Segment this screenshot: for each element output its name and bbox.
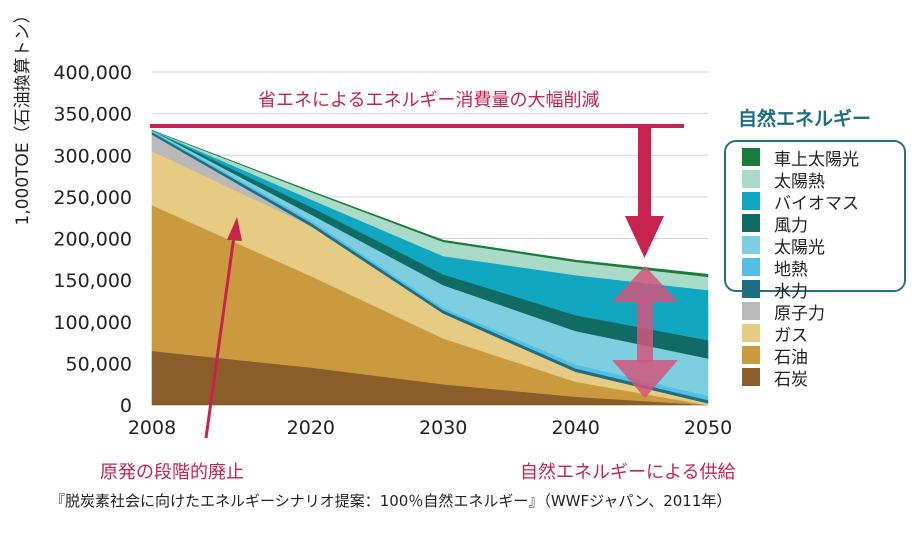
- y-axis-label: 1,000TOE（石油換算トン）: [13, 6, 33, 226]
- legend-swatch: [742, 280, 760, 298]
- legend-item: 車上太陽光: [742, 146, 859, 170]
- legend-item: バイオマス: [742, 190, 859, 214]
- legend-label: 石炭: [774, 369, 808, 390]
- legend-item: 石油: [742, 344, 859, 368]
- legend-swatch: [742, 258, 760, 276]
- legend-title: 自然エネルギー: [738, 108, 872, 130]
- legend-swatch: [742, 368, 760, 386]
- x-axis-ticks: 2008 2020 2030 2040 2050: [128, 417, 732, 439]
- y-tick-label: 150,000: [53, 270, 132, 292]
- y-tick-label: 250,000: [53, 187, 132, 209]
- legend-item: 太陽光: [742, 234, 859, 258]
- legend-label: 太陽光: [774, 237, 825, 258]
- legend-label: ガス: [774, 325, 808, 346]
- legend-swatch: [742, 302, 760, 320]
- supply-arrow-head-up: [612, 266, 678, 302]
- x-tick-label: 2030: [419, 417, 467, 439]
- x-tick-label: 2040: [551, 417, 599, 439]
- legend-swatch: [742, 236, 760, 254]
- legend-swatch: [742, 192, 760, 210]
- legend-item: 地熱: [742, 256, 859, 280]
- legend-item: 水力: [742, 278, 859, 302]
- legend-item: 太陽熱: [742, 168, 859, 192]
- x-tick-label: 2050: [684, 417, 732, 439]
- legend-label: 地熱: [774, 259, 808, 280]
- legend-swatch: [742, 170, 760, 188]
- y-tick-label: 50,000: [66, 353, 132, 375]
- y-tick-label: 350,000: [53, 104, 132, 126]
- legend-item: 石炭: [742, 366, 859, 390]
- area-車上太陽光: [151, 130, 709, 278]
- legend-label: 車上太陽光: [774, 149, 859, 170]
- reduction-arrow-shaft: [638, 126, 651, 218]
- legend-swatch: [742, 324, 760, 342]
- legend-label: 風力: [774, 215, 808, 236]
- legend-label: 水力: [774, 281, 808, 302]
- x-tick-label: 2008: [128, 417, 176, 439]
- legend-label: バイオマス: [774, 193, 859, 214]
- y-tick-label: 0: [120, 395, 132, 417]
- y-tick-label: 300,000: [53, 145, 132, 167]
- legend: 車上太陽光 太陽熱 バイオマス 風力 太陽光 地熱 水力 原子力 ガス 石油 石…: [742, 146, 859, 390]
- legend-label: 太陽熱: [774, 171, 825, 192]
- reduction-arrow-head: [625, 216, 664, 258]
- annotation-nuclear-phaseout: 原発の段階的廃止: [100, 462, 244, 483]
- y-tick-label: 200,000: [53, 229, 132, 251]
- legend-swatch: [742, 346, 760, 364]
- legend-item: 原子力: [742, 300, 859, 324]
- source-caption: 『脱炭素社会に向けたエネルギーシナリオ提案：100％自然エネルギー』（WWFジャ…: [50, 492, 732, 510]
- y-tick-label: 400,000: [53, 62, 132, 84]
- legend-label: 石油: [774, 347, 808, 368]
- annotation-energy-saving: 省エネによるエネルギー消費量の大幅削減: [258, 90, 600, 111]
- annotation-arrows: [150, 124, 684, 439]
- legend-swatch: [742, 214, 760, 232]
- y-axis-ticks: 0 50,000 100,000 150,000 200,000 250,000 300,0…: [53, 62, 132, 417]
- legend-item: ガス: [742, 322, 859, 346]
- legend-swatch: [742, 148, 760, 166]
- legend-item: 風力: [742, 212, 859, 236]
- y-tick-label: 100,000: [53, 312, 132, 334]
- phaseout-arrow-shaft: [204, 235, 236, 439]
- phaseout-arrow-head: [227, 217, 242, 241]
- x-tick-label: 2020: [287, 417, 335, 439]
- legend-box: [724, 140, 906, 292]
- legend-label: 原子力: [774, 303, 825, 324]
- annotation-renewable-supply: 自然エネルギーによる供給: [520, 462, 736, 483]
- supply-arrow-head-down: [612, 360, 678, 398]
- supply-arrow-shaft: [637, 300, 653, 362]
